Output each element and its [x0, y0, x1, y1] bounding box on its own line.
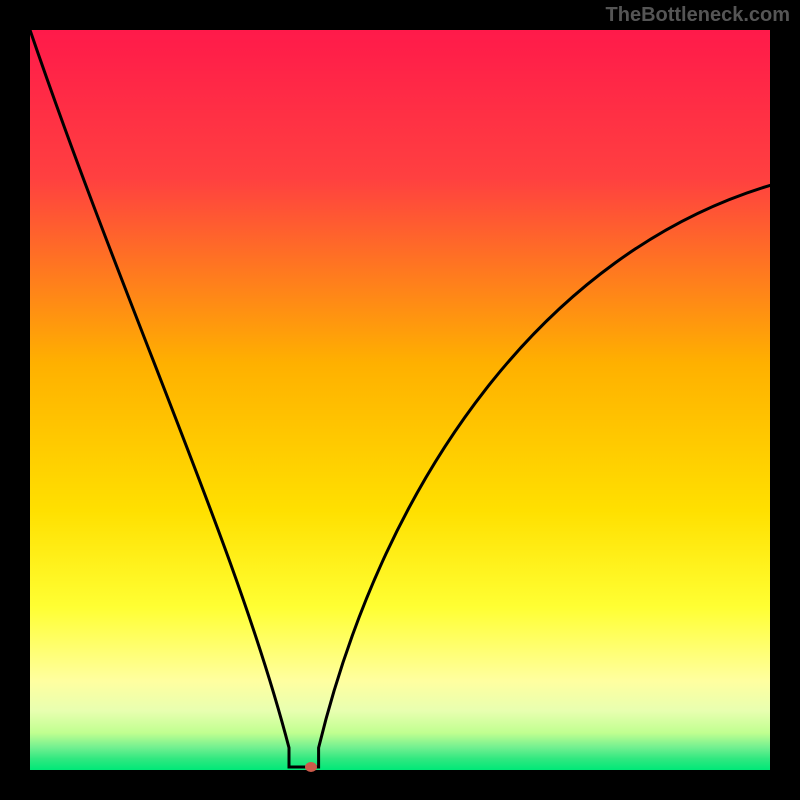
plot-area — [30, 30, 770, 770]
watermark-text: TheBottleneck.com — [606, 4, 790, 27]
chart-container: TheBottleneck.com — [0, 0, 800, 800]
cusp-marker — [305, 762, 317, 772]
